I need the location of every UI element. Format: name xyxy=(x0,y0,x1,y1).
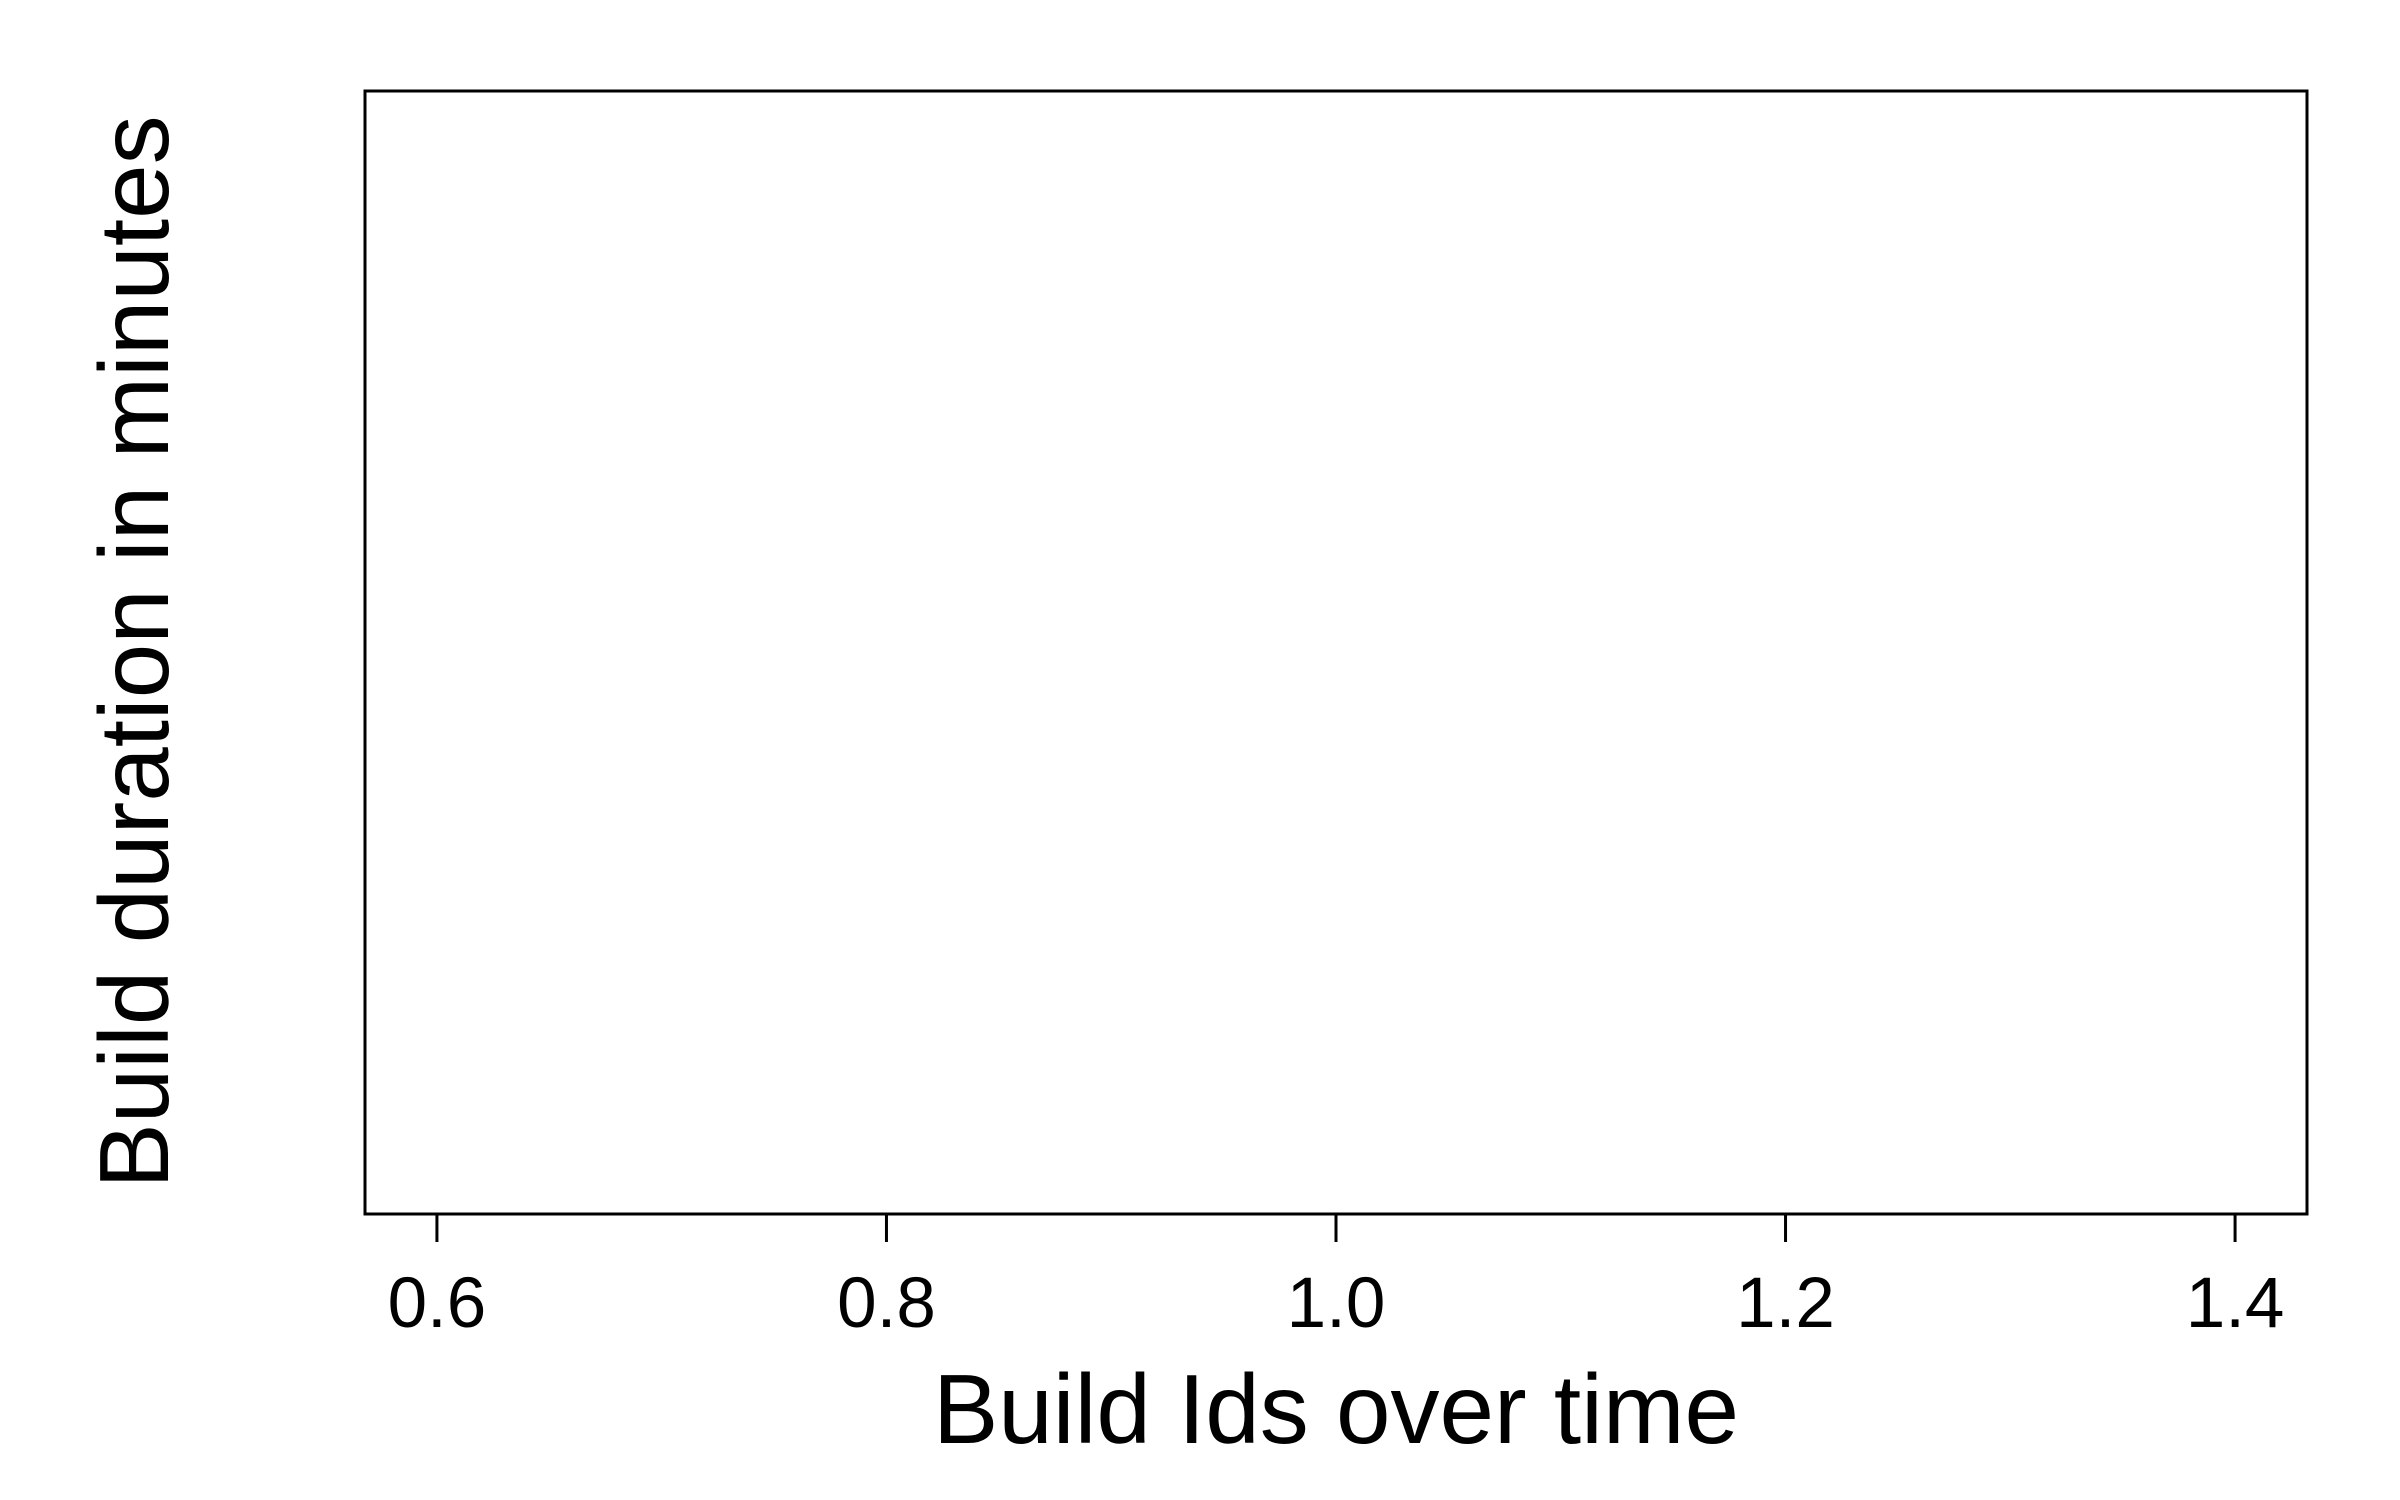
x-axis-title: Build Ids over time xyxy=(933,1354,1739,1464)
x-axis: 0.6 0.8 1.0 1.2 1.4 xyxy=(388,1212,2285,1343)
y-axis-title: Build duration in minutes xyxy=(79,115,189,1188)
x-tick-label: 0.8 xyxy=(837,1264,936,1343)
plot-area-frame xyxy=(363,89,2309,1216)
x-tick-label: 0.6 xyxy=(388,1264,487,1343)
x-tick-label: 1.4 xyxy=(2186,1264,2285,1343)
x-tick-label: 1.2 xyxy=(1736,1264,1835,1343)
x-tick-label: 1.0 xyxy=(1287,1264,1386,1343)
